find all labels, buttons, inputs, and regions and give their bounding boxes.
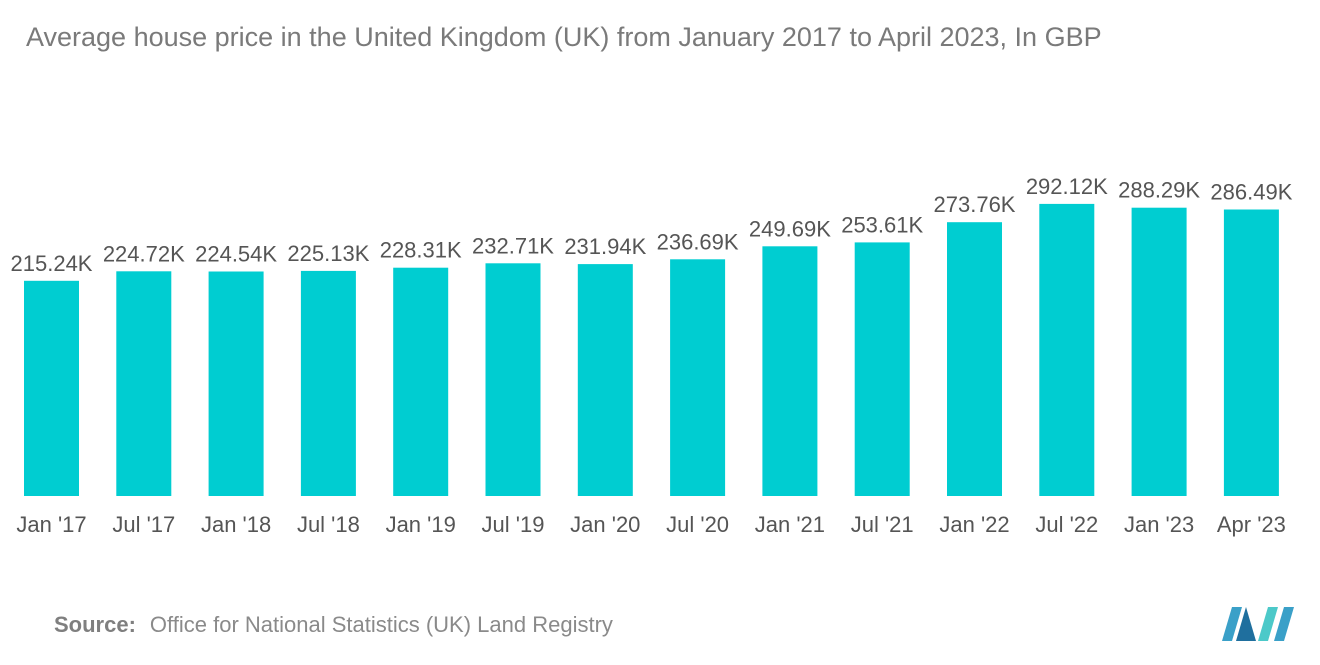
data-label: 224.72K xyxy=(103,241,185,266)
data-label: 228.31K xyxy=(380,238,462,263)
x-tick-label: Apr '23 xyxy=(1217,512,1286,537)
data-label: 232.71K xyxy=(472,233,554,258)
bar xyxy=(854,242,910,496)
data-label: 288.29K xyxy=(1118,178,1200,203)
bar xyxy=(208,271,264,496)
bar xyxy=(577,264,633,496)
bar-chart: 215.24K Jan '17 224.72K Jul '17 224.54K Jan '… xyxy=(11,174,1293,537)
x-tick-label: Jul '20 xyxy=(666,512,729,537)
x-tick-label: Jul '21 xyxy=(851,512,914,537)
x-tick-label: Jan '19 xyxy=(386,512,456,537)
x-tick-label: Jan '17 xyxy=(16,512,86,537)
brand-logo-icon xyxy=(1222,607,1294,641)
data-label: 231.94K xyxy=(564,234,646,259)
data-label: 253.61K xyxy=(841,212,923,237)
bar xyxy=(947,222,1002,496)
bar xyxy=(24,280,79,496)
x-tick-label: Jan '18 xyxy=(201,512,271,537)
bar xyxy=(762,246,818,496)
x-tick-label: Jul '18 xyxy=(297,512,360,537)
data-label: 215.24K xyxy=(11,251,93,276)
x-tick-label: Jan '23 xyxy=(1124,512,1194,537)
bar xyxy=(393,267,449,496)
source-text: Office for National Statistics (UK) Land… xyxy=(149,612,613,637)
bar xyxy=(1039,203,1095,496)
x-tick-label: Jan '20 xyxy=(570,512,640,537)
source-label: Source: xyxy=(54,612,136,637)
bar xyxy=(670,259,726,496)
bar xyxy=(116,271,172,496)
x-tick-label: Jan '21 xyxy=(755,512,825,537)
data-label: 286.49K xyxy=(1210,180,1292,205)
bar xyxy=(485,263,541,496)
bar xyxy=(1131,207,1187,496)
bar xyxy=(1223,209,1279,496)
x-tick-label: Jan '22 xyxy=(939,512,1009,537)
x-tick-label: Jul '22 xyxy=(1035,512,1098,537)
data-label: 225.13K xyxy=(287,241,369,266)
bar xyxy=(300,270,356,496)
chart-title: Average house price in the United Kingdo… xyxy=(26,22,1102,52)
x-tick-label: Jul '19 xyxy=(482,512,545,537)
data-label: 292.12K xyxy=(1026,174,1108,199)
x-tick-label: Jul '17 xyxy=(112,512,175,537)
data-label: 236.69K xyxy=(657,229,739,254)
data-label: 273.76K xyxy=(934,192,1016,217)
source-note: Source: Office for National Statistics (U… xyxy=(54,612,613,638)
data-label: 224.54K xyxy=(195,242,277,267)
data-label: 249.69K xyxy=(749,216,831,241)
